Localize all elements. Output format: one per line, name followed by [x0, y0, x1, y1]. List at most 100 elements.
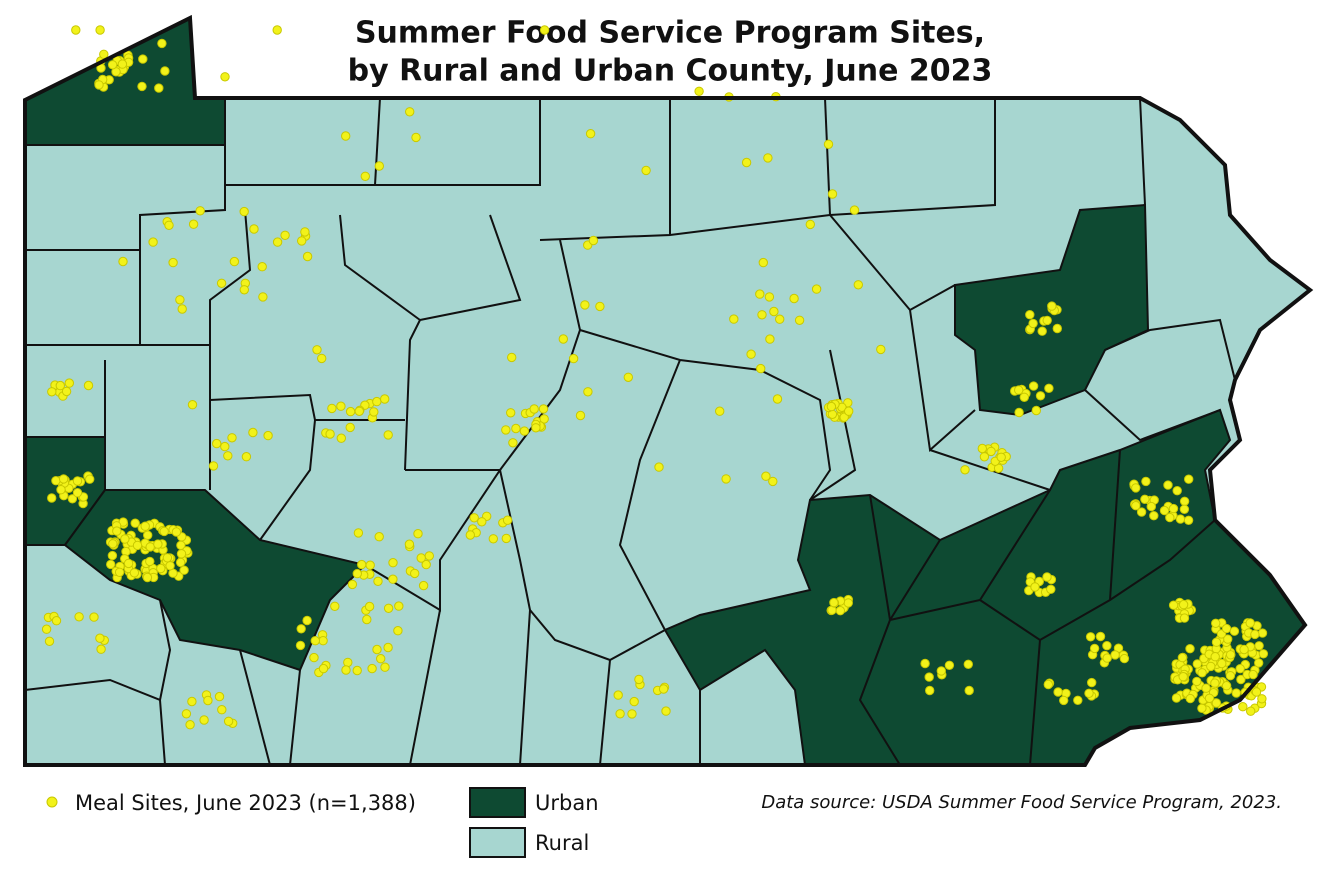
meal-site	[519, 426, 530, 436]
meal-site	[165, 561, 175, 571]
meal-site	[71, 25, 81, 35]
meal-site	[529, 404, 539, 414]
meal-site	[488, 534, 498, 544]
meal-site	[372, 644, 382, 655]
meal-site	[107, 60, 118, 70]
meal-site	[826, 401, 837, 412]
meal-site	[1110, 650, 1120, 660]
legend-label: Rural	[535, 831, 589, 855]
meal-site	[310, 636, 320, 646]
meal-site	[511, 423, 521, 434]
source-note: Data source: USDA Summer Food Service Pr…	[761, 792, 1282, 813]
meal-site	[1221, 623, 1232, 634]
meal-site	[157, 38, 167, 49]
meal-site	[257, 262, 267, 272]
meal-site	[1197, 703, 1207, 713]
meal-site	[345, 406, 356, 417]
meal-site	[181, 709, 192, 719]
meal-site	[364, 601, 375, 612]
meal-site	[629, 696, 639, 707]
meal-site	[755, 289, 765, 299]
meal-site	[508, 438, 518, 448]
meal-site	[220, 72, 230, 82]
legend-dot	[46, 796, 58, 808]
legend-swatch	[469, 787, 526, 818]
meal-site	[227, 433, 237, 443]
meal-site	[1053, 687, 1063, 697]
meal-site	[188, 219, 199, 229]
meal-site	[539, 414, 549, 424]
legend-swatch	[469, 827, 526, 858]
meal-site	[95, 25, 105, 35]
meal-site	[1052, 323, 1063, 334]
meal-site	[615, 709, 625, 719]
meal-site	[979, 452, 990, 462]
meal-site	[106, 559, 116, 570]
meal-sites	[41, 25, 1269, 730]
meal-site	[47, 493, 57, 503]
meal-site	[829, 597, 839, 608]
meal-site	[763, 153, 773, 163]
meal-site	[769, 306, 779, 317]
meal-site	[357, 559, 367, 570]
meal-site	[318, 663, 329, 674]
meal-site	[1179, 613, 1190, 623]
meal-site	[996, 452, 1006, 462]
meal-site	[1178, 599, 1189, 610]
meal-site	[175, 557, 186, 568]
meal-site	[164, 220, 174, 231]
meal-site	[296, 624, 306, 634]
meal-site	[1206, 661, 1216, 672]
title-line: by Rural and Urban County, June 2023	[348, 54, 993, 89]
meal-site	[986, 446, 996, 457]
meal-site	[501, 533, 511, 544]
meal-site	[1211, 698, 1222, 708]
meal-site	[1019, 392, 1030, 402]
meal-site	[325, 429, 335, 439]
meal-site	[214, 691, 225, 702]
meal-site	[1211, 637, 1222, 647]
meal-site	[1238, 702, 1248, 712]
meal-site	[176, 549, 187, 559]
meal-site	[876, 344, 886, 355]
meal-site	[805, 219, 815, 230]
meal-site	[421, 559, 431, 570]
meal-site	[1245, 618, 1255, 628]
meal-site	[74, 612, 84, 622]
meal-site	[775, 314, 785, 324]
meal-site	[365, 560, 375, 570]
meal-site	[148, 237, 158, 247]
meal-site	[123, 558, 134, 569]
meal-site	[239, 285, 250, 295]
meal-site	[1141, 476, 1151, 487]
meal-site	[153, 539, 163, 549]
meal-site	[1250, 629, 1260, 640]
meal-site	[187, 696, 197, 707]
meal-site	[694, 86, 704, 97]
meal-site	[772, 394, 783, 404]
meal-site	[388, 558, 398, 568]
meal-site	[1221, 681, 1232, 691]
meal-site	[56, 485, 66, 495]
meal-site	[295, 640, 306, 651]
meal-site	[156, 563, 166, 574]
meal-site	[1236, 674, 1246, 685]
meal-site	[336, 401, 346, 411]
meal-site	[302, 615, 312, 626]
legend: Meal Sites, June 2023 (n=1,388) Urban Ru…	[46, 787, 599, 858]
meal-site	[352, 568, 362, 579]
meal-site	[835, 606, 845, 616]
meal-site	[843, 598, 853, 608]
meal-site	[507, 352, 517, 363]
title-line: Summer Food Service Program Sites,	[355, 16, 985, 51]
meal-site	[1046, 584, 1056, 594]
meal-site	[501, 425, 511, 435]
meal-site	[1014, 407, 1024, 418]
meal-site	[623, 372, 633, 382]
meal-site	[241, 452, 252, 462]
meal-site	[280, 230, 290, 241]
meal-site	[757, 310, 767, 320]
meal-site	[977, 443, 987, 454]
meal-site	[64, 378, 75, 388]
